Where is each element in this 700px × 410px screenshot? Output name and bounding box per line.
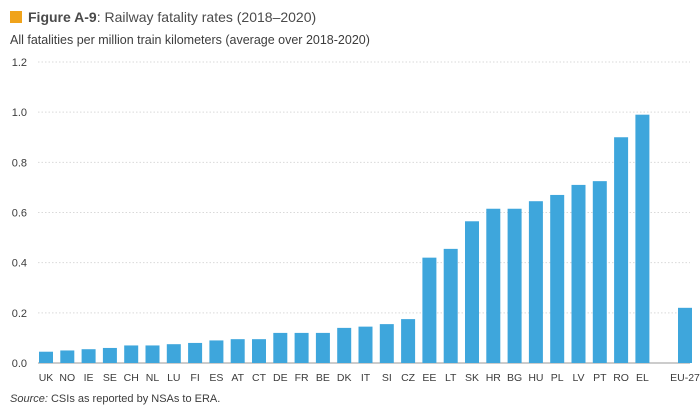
bar — [39, 351, 53, 363]
bar — [379, 324, 394, 363]
bar — [337, 327, 352, 363]
bar — [294, 332, 309, 363]
figure-header: Figure A-9 : Railway fatality rates (201… — [10, 9, 316, 25]
bar — [145, 345, 160, 363]
x-tick-label: SK — [465, 372, 479, 384]
bar — [465, 221, 479, 363]
bar — [230, 339, 245, 363]
bar — [315, 332, 330, 363]
bar — [60, 350, 75, 363]
x-tick-label: HR — [486, 372, 502, 384]
bar — [401, 319, 416, 363]
x-tick-label: BE — [316, 372, 330, 384]
x-tick-label: BG — [507, 372, 522, 384]
x-tick-label: FI — [190, 372, 199, 384]
x-tick-label: PT — [593, 372, 607, 384]
bar — [507, 208, 522, 363]
source-text: CSIs as reported by NSAs to ERA. — [47, 393, 221, 405]
y-tick-label: 1.2 — [12, 57, 27, 69]
bar — [635, 114, 650, 363]
x-tick-label: EL — [636, 372, 649, 384]
bar — [571, 184, 586, 363]
y-tick-label: 0.0 — [12, 358, 27, 370]
x-tick-label: UK — [39, 372, 54, 384]
bar — [422, 257, 437, 363]
figure-marker-icon — [10, 11, 22, 23]
bar — [614, 137, 629, 363]
x-tick-label: LV — [572, 372, 584, 384]
x-tick-label: NL — [146, 372, 160, 384]
x-tick-label: IE — [84, 372, 94, 384]
bar — [188, 342, 203, 363]
x-tick-label: EE — [422, 372, 436, 384]
y-tick-label: 0.8 — [12, 157, 27, 169]
y-tick-label: 0.6 — [12, 208, 27, 220]
x-tick-label: LU — [167, 372, 180, 384]
bar — [209, 340, 224, 363]
figure-title: : Railway fatality rates (2018–2020) — [96, 9, 317, 25]
x-tick-label: DE — [273, 372, 288, 384]
source-note: Source: CSIs as reported by NSAs to ERA. — [10, 393, 220, 405]
bar — [528, 201, 543, 363]
x-tick-label: PL — [551, 372, 564, 384]
chart-subtitle: All fatalities per million train kilomet… — [10, 33, 370, 47]
x-tick-label: IT — [361, 372, 371, 384]
bar — [592, 181, 607, 363]
y-tick-label: 1.0 — [12, 107, 27, 119]
bar — [102, 347, 117, 363]
bar — [166, 344, 181, 363]
figure-label: Figure A-9 — [28, 9, 97, 25]
x-tick-label: CH — [124, 372, 139, 384]
y-tick-label: 0.2 — [12, 308, 27, 320]
x-tick-label: DK — [337, 372, 352, 384]
bar — [358, 326, 373, 363]
bar — [273, 332, 288, 363]
bar — [81, 349, 96, 363]
bar — [124, 345, 139, 363]
x-tick-label: SI — [382, 372, 392, 384]
bar — [252, 339, 266, 363]
x-tick-label: SE — [103, 372, 117, 384]
x-tick-label: NO — [59, 372, 75, 384]
x-tick-label: FR — [295, 372, 309, 384]
x-tick-label: EU-27 — [670, 372, 700, 384]
x-tick-label: CZ — [401, 372, 416, 384]
x-tick-label: RO — [613, 372, 629, 384]
source-label: Source: — [10, 393, 48, 405]
bar — [550, 194, 565, 363]
bar — [678, 307, 692, 363]
x-tick-label: AT — [231, 372, 244, 384]
x-tick-label: ES — [209, 372, 223, 384]
x-tick-label: CT — [252, 372, 267, 384]
bar — [443, 248, 458, 363]
bar — [486, 208, 501, 363]
x-tick-label: HU — [528, 372, 543, 384]
y-tick-label: 0.4 — [12, 258, 27, 270]
x-tick-label: LT — [445, 372, 457, 384]
